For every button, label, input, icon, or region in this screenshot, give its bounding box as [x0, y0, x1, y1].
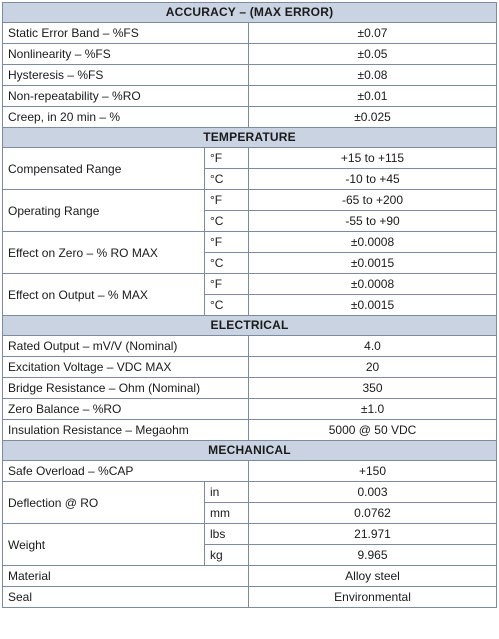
spec-value: ±0.0015 — [247, 252, 498, 274]
spec-row-seal: Seal Environmental — [2, 586, 498, 608]
specifications-table: ACCURACY – (MAX ERROR) Static Error Band… — [1, 2, 498, 608]
section-header-temperature: TEMPERATURE — [1, 127, 498, 148]
spec-row-operating-range: Operating Range °F -65 to +200 — [2, 189, 498, 232]
spec-value: 21.971 — [247, 523, 498, 545]
spec-label: Compensated Range — [2, 147, 205, 190]
spec-row-effect-on-output: Effect on Output – % MAX °F ±0.0008 — [2, 273, 498, 316]
spec-value: 9.965 — [247, 544, 498, 566]
spec-label: Weight — [2, 523, 205, 566]
section-title: ACCURACY – (MAX ERROR) — [1, 2, 498, 23]
unit-label: °F — [204, 231, 249, 253]
spec-row-excitation-voltage: Excitation Voltage – VDC MAX 20 — [2, 356, 498, 378]
spec-label: Insulation Resistance – Megaohm — [2, 419, 249, 441]
spec-value: -10 to +45 — [247, 168, 498, 190]
unit-label: °C — [204, 252, 249, 274]
spec-value: 20 — [247, 356, 498, 378]
spec-row-creep: Creep, in 20 min – % ±0.025 — [2, 106, 498, 128]
section-header-mechanical: MECHANICAL — [1, 440, 498, 461]
spec-row-safe-overload: Safe Overload – %CAP +150 — [2, 460, 498, 482]
section-header-accuracy: ACCURACY – (MAX ERROR) — [1, 2, 498, 23]
unit-label: in — [204, 481, 249, 503]
spec-label: Seal — [2, 586, 249, 608]
section-header-electrical: ELECTRICAL — [1, 315, 498, 336]
spec-value: 0.0762 — [247, 502, 498, 524]
spec-row-bridge-resistance: Bridge Resistance – Ohm (Nominal) 350 — [2, 377, 498, 399]
spec-row-static-error-band: Static Error Band – %FS ±0.07 — [2, 22, 498, 44]
spec-row-effect-on-zero: Effect on Zero – % RO MAX °F ±0.0008 — [2, 231, 498, 274]
unit-label: °F — [204, 189, 249, 211]
spec-label: Excitation Voltage – VDC MAX — [2, 356, 249, 378]
section-title: TEMPERATURE — [1, 127, 498, 148]
spec-value: ±0.01 — [247, 85, 498, 107]
spec-value: +150 — [247, 460, 498, 482]
unit-label: kg — [204, 544, 249, 566]
spec-label: Rated Output – mV/V (Nominal) — [2, 335, 249, 357]
spec-label: Deflection @ RO — [2, 481, 205, 524]
spec-row-material: Material Alloy steel — [2, 565, 498, 587]
spec-value: ±0.0015 — [247, 294, 498, 316]
spec-label: Nonlinearity – %FS — [2, 43, 249, 65]
spec-row-weight: Weight lbs 21.971 — [2, 523, 498, 566]
spec-row-nonlinearity: Nonlinearity – %FS ±0.05 — [2, 43, 498, 65]
spec-label: Zero Balance – %RO — [2, 398, 249, 420]
spec-label: Non-repeatability – %RO — [2, 85, 249, 107]
spec-value: 350 — [247, 377, 498, 399]
unit-label: lbs — [204, 523, 249, 545]
spec-value: 5000 @ 50 VDC — [247, 419, 498, 441]
section-title: ELECTRICAL — [1, 315, 498, 336]
spec-value: Environmental — [247, 586, 498, 608]
spec-value: ±0.0008 — [247, 231, 498, 253]
spec-subrow: mm 0.0762 — [3, 502, 498, 524]
spec-label: Material — [2, 565, 249, 587]
spec-value: ±0.0008 — [247, 273, 498, 295]
spec-value: +15 to +115 — [247, 147, 498, 169]
spec-label: Static Error Band – %FS — [2, 22, 249, 44]
spec-row-zero-balance: Zero Balance – %RO ±1.0 — [2, 398, 498, 420]
spec-value: ±0.025 — [247, 106, 498, 128]
unit-label: °F — [204, 273, 249, 295]
unit-label: °C — [204, 168, 249, 190]
spec-value: -65 to +200 — [247, 189, 498, 211]
spec-label: Bridge Resistance – Ohm (Nominal) — [2, 377, 249, 399]
spec-value: -55 to +90 — [247, 210, 498, 232]
spec-value: ±0.05 — [247, 43, 498, 65]
spec-value: ±1.0 — [247, 398, 498, 420]
spec-value: ±0.08 — [247, 64, 498, 86]
spec-value: 4.0 — [247, 335, 498, 357]
spec-row-compensated-range: Compensated Range °F +15 to +115 — [2, 147, 498, 190]
spec-row-non-repeatability: Non-repeatability – %RO ±0.01 — [2, 85, 498, 107]
spec-row-rated-output: Rated Output – mV/V (Nominal) 4.0 — [2, 335, 498, 357]
spec-value: ±0.07 — [247, 22, 498, 44]
unit-label: mm — [204, 502, 249, 524]
spec-row-deflection: Deflection @ RO in 0.003 — [2, 481, 498, 524]
spec-row-hysteresis: Hysteresis – %FS ±0.08 — [2, 64, 498, 86]
unit-label: °C — [204, 210, 249, 232]
spec-value: Alloy steel — [247, 565, 498, 587]
unit-label: °C — [204, 294, 249, 316]
spec-row-insulation-resistance: Insulation Resistance – Megaohm 5000 @ 5… — [2, 419, 498, 441]
spec-label: Safe Overload – %CAP — [2, 460, 249, 482]
unit-label: °F — [204, 147, 249, 169]
spec-label: Operating Range — [2, 189, 205, 232]
section-title: MECHANICAL — [1, 440, 498, 461]
spec-label: Creep, in 20 min – % — [2, 106, 249, 128]
spec-subrow: °C -55 to +90 — [3, 210, 498, 232]
spec-value: 0.003 — [247, 481, 498, 503]
spec-label: Effect on Output – % MAX — [2, 273, 205, 316]
spec-label: Hysteresis – %FS — [2, 64, 249, 86]
spec-label: Effect on Zero – % RO MAX — [2, 231, 205, 274]
